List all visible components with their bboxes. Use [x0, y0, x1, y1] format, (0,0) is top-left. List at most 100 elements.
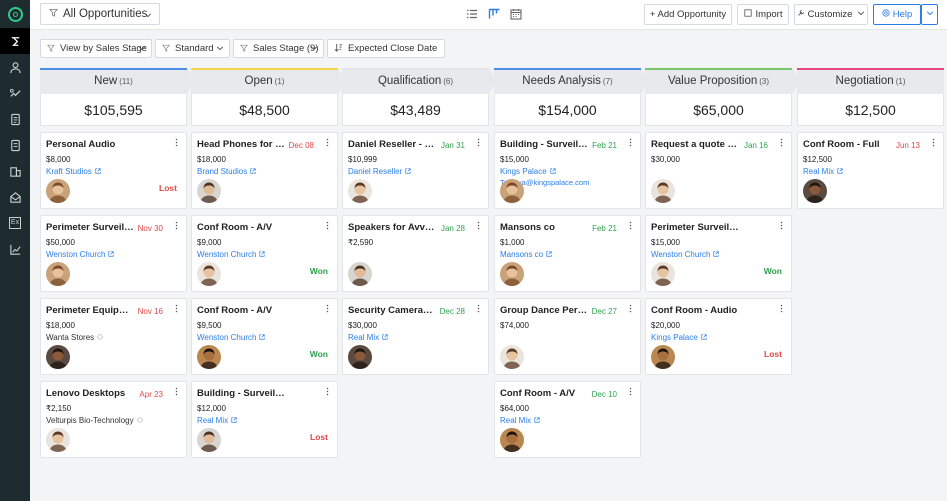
opportunity-card[interactable]: Speakers for Avvi M... Jan 28 ₹2,590	[342, 215, 489, 292]
owner-avatar[interactable]	[651, 345, 675, 369]
opportunity-card[interactable]: Lenovo Desktops Apr 23 ₹2,150 Velturpis Bio…	[40, 381, 187, 458]
card-account[interactable]: Wenston Church	[197, 250, 332, 259]
external-link-icon[interactable]	[250, 168, 256, 176]
owner-avatar[interactable]	[197, 262, 221, 286]
layout-filter[interactable]: Standard	[155, 39, 230, 58]
more-options-icon[interactable]	[779, 138, 783, 149]
card-title[interactable]: Mansons co	[500, 222, 555, 233]
card-title[interactable]: Request a quote for ...	[651, 139, 739, 150]
more-options-icon[interactable]	[325, 304, 329, 315]
external-link-icon[interactable]	[701, 334, 707, 342]
owner-avatar[interactable]	[46, 428, 70, 452]
opportunity-card[interactable]: Head Phones for 12... Dec 08 $18,000 Brand …	[191, 132, 338, 209]
card-title[interactable]: Group Dance Perfor...	[500, 305, 588, 316]
more-options-icon[interactable]	[628, 221, 632, 232]
owner-avatar[interactable]	[500, 428, 524, 452]
more-options-icon[interactable]	[628, 387, 632, 398]
card-title[interactable]: Perimeter Equipme...	[46, 305, 134, 316]
stage-header[interactable]: New (11)	[40, 68, 195, 94]
opportunity-card[interactable]: Conf Room - Audio $20,000 Kings Palace Lost	[645, 298, 792, 375]
more-options-icon[interactable]	[325, 138, 329, 149]
help-button[interactable]: Help	[873, 4, 921, 25]
info-icon[interactable]	[97, 334, 103, 342]
opportunity-card[interactable]: Group Dance Perfor... Dec 27 $74,000	[494, 298, 641, 375]
more-options-icon[interactable]	[174, 387, 178, 398]
more-options-icon[interactable]	[931, 138, 935, 149]
external-link-icon[interactable]	[405, 168, 411, 176]
opportunity-card[interactable]: Conf Room - A/V Dec 10 $64,000 Real Mix	[494, 381, 641, 458]
opportunity-card[interactable]: Security Cameras fo...Dec 28 $30,000 Real …	[342, 298, 489, 375]
owner-avatar[interactable]	[348, 262, 372, 286]
sidebar-accounts-icon[interactable]	[0, 158, 30, 184]
owner-avatar[interactable]	[500, 179, 524, 203]
opportunity-card[interactable]: Mansons co Feb 21 $1,000 Mansons co	[494, 215, 641, 292]
app-logo-icon[interactable]	[0, 0, 30, 28]
stage-header[interactable]: Qualification (6)	[342, 68, 497, 94]
more-options-icon[interactable]	[174, 138, 178, 149]
import-button[interactable]: Import	[737, 4, 789, 25]
sidebar-mail-icon[interactable]	[0, 184, 30, 210]
card-title[interactable]: Building - Surveillan...	[500, 139, 588, 150]
owner-avatar[interactable]	[803, 179, 827, 203]
stage-header[interactable]: Open (1)	[191, 68, 346, 94]
card-account[interactable]: Mansons co	[500, 250, 635, 259]
view-selector[interactable]: All Opportunities	[40, 3, 160, 25]
external-link-icon[interactable]	[259, 251, 266, 259]
external-link-icon[interactable]	[108, 251, 115, 259]
card-title[interactable]: Personal Audio	[46, 139, 116, 150]
more-options-icon[interactable]	[325, 387, 329, 398]
owner-avatar[interactable]	[651, 179, 675, 203]
more-options-icon[interactable]	[476, 221, 480, 232]
opportunity-card[interactable]: Conf Room - A/V $9,000 Wenston Church Won	[191, 215, 338, 292]
owner-avatar[interactable]	[46, 179, 70, 203]
owner-avatar[interactable]	[651, 262, 675, 286]
sidebar-quotes-icon[interactable]	[0, 132, 30, 158]
stage-header[interactable]: Negotiation (1)	[797, 68, 944, 94]
card-email[interactable]: Tatsuya@kingspalace.com	[500, 178, 590, 187]
card-title[interactable]: Security Cameras fo...	[348, 305, 436, 316]
external-link-icon[interactable]	[534, 417, 540, 425]
info-icon[interactable]	[137, 417, 143, 425]
more-options-icon[interactable]	[476, 138, 480, 149]
opportunity-card[interactable]: Daniel Reseller - Op... Jan 31 $10,999 Dani…	[342, 132, 489, 209]
view-by-filter[interactable]: View by Sales Stage	[40, 39, 152, 58]
sidebar-documents-icon[interactable]	[0, 106, 30, 132]
external-link-icon[interactable]	[837, 168, 843, 176]
owner-avatar[interactable]	[500, 345, 524, 369]
card-title[interactable]: Speakers for Avvi M...	[348, 222, 436, 233]
card-account[interactable]: Kings Palace	[651, 333, 786, 342]
stage-header[interactable]: Value Proposition (3)	[645, 68, 800, 94]
owner-avatar[interactable]	[197, 428, 221, 452]
more-options-icon[interactable]	[476, 304, 480, 315]
add-opportunity-button[interactable]: + Add Opportunity	[644, 4, 732, 25]
card-title[interactable]: Head Phones for 12...	[197, 139, 285, 150]
sidebar-contacts-icon[interactable]	[0, 54, 30, 80]
card-account[interactable]: Wenston Church	[197, 333, 332, 342]
card-account[interactable]: Wenston Church	[46, 250, 181, 259]
opportunity-card[interactable]: Personal Audio $8,000 Kraft Studios Lost	[40, 132, 187, 209]
owner-avatar[interactable]	[348, 179, 372, 203]
sort-filter[interactable]: Expected Close Date	[327, 39, 445, 58]
external-link-icon[interactable]	[231, 417, 237, 425]
more-options-icon[interactable]	[174, 304, 178, 315]
stage-header[interactable]: Needs Analysis (7)	[494, 68, 649, 94]
opportunity-card[interactable]: Conf Room - A/V $9,500 Wenston Church Won	[191, 298, 338, 375]
opportunity-card[interactable]: Conf Room - Full Jun 13 $12,500 Real Mix	[797, 132, 944, 209]
more-options-icon[interactable]	[174, 221, 178, 232]
list-view-icon[interactable]	[466, 8, 478, 20]
card-account[interactable]: Wenston Church	[651, 250, 786, 259]
owner-avatar[interactable]	[197, 179, 221, 203]
sidebar-leads-icon[interactable]	[0, 80, 30, 106]
opportunity-card[interactable]: Perimeter Equipme... Nov 16 $18,000 Wanta S…	[40, 298, 187, 375]
card-account[interactable]: Kings Palace	[500, 167, 635, 176]
card-account[interactable]: Real Mix	[197, 416, 332, 425]
card-account[interactable]: Daniel Reseller	[348, 167, 483, 176]
opportunity-card[interactable]: Perimeter Surveilla... Nov 30 $50,000 Wenst…	[40, 215, 187, 292]
external-link-icon[interactable]	[382, 334, 388, 342]
opportunity-card[interactable]: Perimeter Surveilla... $15,000 Wenston Chu…	[645, 215, 792, 292]
external-link-icon[interactable]	[546, 251, 552, 259]
customize-button[interactable]: Customize	[794, 4, 868, 25]
opportunity-card[interactable]: Request a quote for ... Jan 16 $30,000	[645, 132, 792, 209]
sales-stage-filter[interactable]: Sales Stage (9)	[233, 39, 324, 58]
more-options-icon[interactable]	[628, 138, 632, 149]
